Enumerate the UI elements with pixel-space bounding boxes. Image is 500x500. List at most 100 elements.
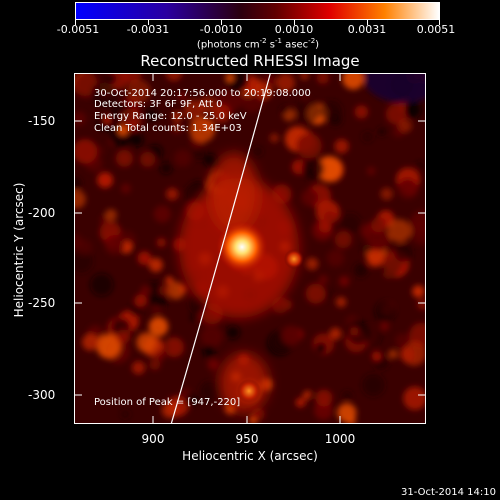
image-texture-blob [171,122,182,134]
image-texture-blob [148,258,163,272]
image-texture-blob [74,250,93,273]
image-texture-blob [103,115,112,124]
x-tick-label: 900 [141,432,165,446]
image-title: Reconstructed RHESSI Image [140,52,360,70]
image-texture-blob [118,125,128,136]
image-texture-blob [238,73,250,82]
image-texture-blob [371,217,387,233]
image-texture-blob [148,316,169,337]
colorbar-tick [294,20,295,25]
image-texture-blob [130,133,144,147]
image-texture-blob [300,189,319,207]
image-texture-blob [74,190,86,209]
detectors-label: Detectors: 3F 6F 9F, Att 0 [94,99,223,110]
image-texture-blob [366,249,384,267]
time-range-label: 30-Oct-2014 20:17:56.000 to 20:19:08.000 [94,88,311,99]
colorbar-tick [75,20,76,25]
image-texture-blob [326,249,345,267]
image-texture-blob [183,391,199,407]
image-texture-blob [137,251,152,265]
image-texture-blob [280,105,290,115]
image-texture-blob [251,407,265,421]
image-texture-blob [199,380,221,402]
image-texture-blob [189,313,198,322]
image-texture-blob [361,243,372,254]
image-texture-blob [366,229,390,253]
image-texture-blob [388,349,398,359]
image-texture-blob [207,358,219,370]
image-texture-blob [415,161,425,171]
image-texture-blob [197,309,214,326]
image-texture-blob [256,83,273,100]
image-texture-blob [225,73,234,83]
colorbar-tick [221,20,222,25]
image-texture-blob [225,325,240,340]
image-texture-blob [91,81,116,106]
image-texture-blob [159,285,170,296]
colorbar-tick-label: 0.0031 [347,23,387,36]
image-texture-blob [115,149,133,167]
image-texture-blob [116,329,131,344]
image-texture-blob [252,146,263,157]
image-texture-blob [316,156,343,182]
image-texture-blob [281,325,301,346]
image-texture-blob [339,276,350,287]
peak-position-label: Position of Peak = [947,-220] [94,397,241,408]
footer-timestamp: 31-Oct-2014 14:10 [401,487,496,498]
image-texture-blob [324,211,336,224]
image-texture-blob [342,73,365,90]
image-texture-blob [395,333,411,349]
image-texture-blob [403,386,426,410]
image-texture-blob [74,111,86,126]
image-texture-blob [306,257,319,270]
image-texture-blob [380,321,390,331]
image-texture-blob [401,340,426,366]
axis-ticks [74,73,426,424]
image-texture-blob [140,285,151,296]
image-texture-blob [314,401,333,420]
image-texture-blob [74,234,83,249]
image-texture-blob [165,73,182,82]
image-texture-blob [282,299,293,310]
image-texture-blob [164,337,184,358]
image-texture-blob [156,237,166,248]
image-texture-blob [202,345,216,359]
image-texture-blob [410,210,426,236]
y-tick-label: -200 [28,206,56,220]
solar-limb-line [170,73,272,424]
image-texture-blob [364,73,426,103]
colorbar-tick-label: -0.0010 [199,23,243,36]
image-texture-blob [97,172,113,188]
image-texture-blob [295,397,306,408]
image-texture-blob [276,73,295,93]
image-texture-blob [174,149,192,167]
image-texture-blob [99,215,108,224]
image-texture-blob [354,263,368,277]
image-texture-blob [104,209,117,222]
colorbar-tick-label: 0.0010 [274,23,314,36]
x-tick-label: 1000 [324,432,356,446]
image-texture-blob [329,327,342,340]
image-texture-blob [203,153,218,168]
image-texture-blob [153,205,171,223]
image-texture-blob [105,73,117,85]
image-texture-blob [374,301,396,323]
image-texture-blob [119,108,142,132]
image-texture-blob [320,100,343,123]
image-texture-blob [404,101,422,119]
image-texture-blob [178,91,187,101]
image-texture-blob [412,285,425,298]
y-axis-label: Heliocentric Y (arcsec) [12,182,26,318]
image-texture-blob [159,161,173,175]
image-texture-blob [371,351,382,361]
colorbar-tick [367,20,368,25]
image-texture-blob [334,231,352,249]
image-texture-blob [212,104,231,123]
image-texture-blob [394,243,413,262]
colorbar-tick-label: -0.0051 [56,23,100,36]
image-texture-blob [74,139,98,164]
colorbar [75,2,440,20]
image-texture-blob [172,111,183,122]
rhessi-image-canvas [74,73,426,424]
image-texture-blob [397,178,419,199]
